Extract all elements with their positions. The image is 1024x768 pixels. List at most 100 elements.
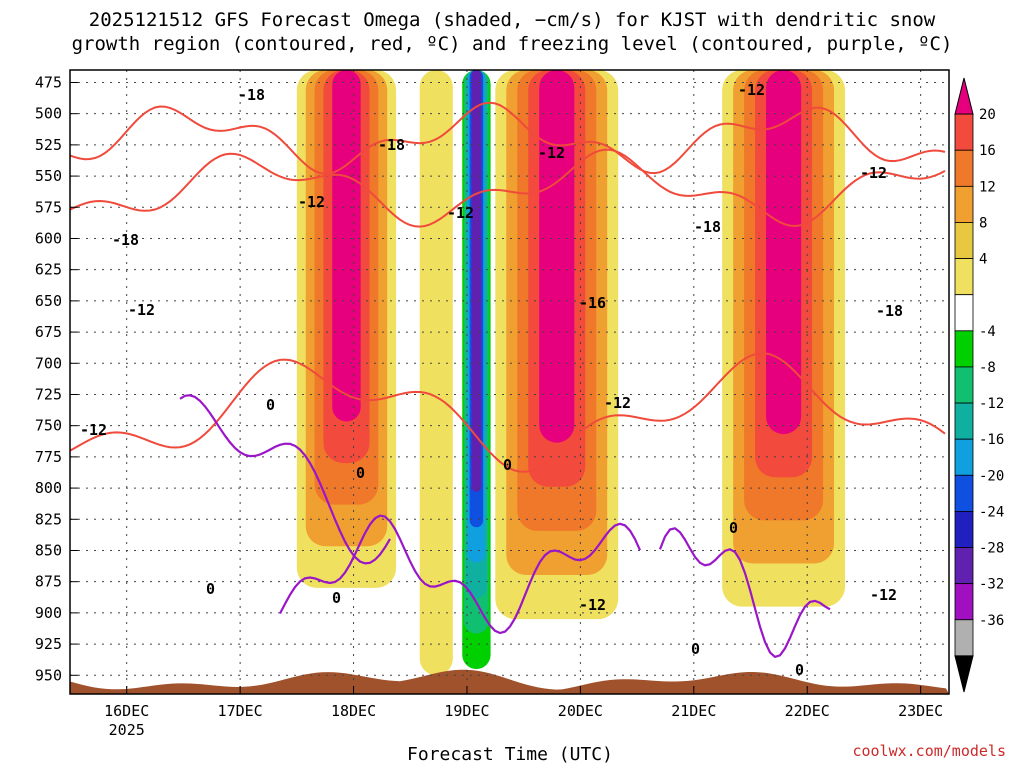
colorbar-swatch bbox=[954, 583, 974, 621]
x-tick-label: 17DEC bbox=[218, 702, 263, 720]
snow-growth-label: -12 bbox=[80, 421, 107, 439]
snow-growth-label: -18 bbox=[694, 218, 721, 236]
snow-growth-label: -18 bbox=[876, 302, 903, 320]
colorbar-swatch bbox=[954, 149, 974, 187]
snow-growth-label: -12 bbox=[579, 596, 606, 614]
freezing-level-label: 0 bbox=[206, 580, 215, 598]
downward-motion-19dec bbox=[462, 70, 491, 670]
colorbar-swatch bbox=[954, 619, 974, 657]
colorbar-swatch bbox=[954, 511, 974, 548]
colorbar-label: 8 bbox=[979, 215, 987, 231]
freezing-level-contour bbox=[279, 514, 642, 635]
colorbar-swatch bbox=[954, 402, 974, 440]
upward-motion-22dec bbox=[722, 70, 846, 607]
snow-growth-label: -12 bbox=[860, 164, 887, 182]
y-tick-label: 850 bbox=[35, 541, 62, 559]
freezing-level-label: 0 bbox=[356, 464, 365, 482]
y-tick-label: 800 bbox=[35, 479, 62, 497]
colorbar-swatch bbox=[954, 294, 974, 332]
y-tick-label: 550 bbox=[35, 167, 62, 185]
colorbar-swatch bbox=[954, 185, 974, 223]
chart-title-line-2: growth region (contoured, red, ºC) and f… bbox=[71, 33, 953, 55]
snow-growth-contour bbox=[70, 148, 946, 228]
x-tick-label: 21DEC bbox=[671, 702, 716, 720]
omega-shading bbox=[296, 70, 846, 676]
y-tick-label: 750 bbox=[35, 417, 62, 435]
x-axis-title: Forecast Time (UTC) bbox=[407, 744, 613, 765]
snow-growth-label: -12 bbox=[298, 193, 325, 211]
colorbar-cap-bottom bbox=[954, 655, 974, 693]
y-tick-label: 875 bbox=[35, 573, 62, 591]
contour-lines: -12 -18 -12 -18 -12 -18 -12 -12 -16 -12 -12 -18 -12 -… bbox=[70, 81, 946, 679]
x-tick-label: 19DEC bbox=[444, 702, 489, 720]
omega-band bbox=[332, 70, 361, 422]
colorbar-label: 12 bbox=[979, 179, 996, 195]
snow-growth-label: -12 bbox=[447, 204, 474, 222]
plot-frame bbox=[69, 69, 950, 695]
x-tick-label: 20DEC bbox=[558, 702, 603, 720]
freezing-level-label: 0 bbox=[332, 589, 341, 607]
credit-link[interactable]: coolwx.com/models bbox=[852, 742, 1006, 760]
y-axis: 475 500 525 550 575 600 625 650 675 700 725 750 775 8… bbox=[35, 73, 78, 684]
colorbar-swatch bbox=[954, 547, 974, 585]
x-tick-label: 16DEC bbox=[104, 702, 149, 720]
freezing-level-label: 0 bbox=[795, 661, 804, 679]
chart-title-line-1: 2025121512 GFS Forecast Omega (shaded, −… bbox=[88, 9, 936, 31]
terrain-layer bbox=[70, 669, 949, 694]
omega-band bbox=[473, 70, 480, 457]
freezing-level-contour bbox=[658, 527, 831, 659]
omega-band bbox=[766, 70, 802, 435]
x-tick-label: 23DEC bbox=[898, 702, 943, 720]
snow-growth-label: -16 bbox=[579, 294, 606, 312]
snow-growth-label: -12 bbox=[538, 144, 565, 162]
snow-growth-label: -18 bbox=[378, 136, 405, 154]
colorbar-label: -28 bbox=[979, 541, 1004, 557]
colorbar-label: 4 bbox=[979, 252, 987, 268]
omega-band bbox=[419, 70, 453, 676]
colorbar-label: -16 bbox=[979, 432, 1004, 448]
snow-growth-label: -18 bbox=[238, 86, 265, 104]
snow-growth-label: -18 bbox=[112, 231, 139, 249]
snow-growth-label: -12 bbox=[128, 301, 155, 319]
colorbar-label: -4 bbox=[979, 324, 996, 340]
snow-growth-contour bbox=[70, 101, 946, 175]
chart-title: 2025121512 GFS Forecast Omega (shaded, −… bbox=[0, 8, 1024, 56]
freezing-level-label: 0 bbox=[691, 640, 700, 658]
y-tick-label: 625 bbox=[35, 261, 62, 279]
freezing-level-label: 0 bbox=[503, 456, 512, 474]
colorbar-cap-top bbox=[954, 77, 974, 115]
snow-growth-label: -12 bbox=[870, 586, 897, 604]
freezing-level-label: 0 bbox=[729, 519, 738, 537]
colorbar-label: -24 bbox=[979, 504, 1004, 520]
x-tick-label: 18DEC bbox=[331, 702, 376, 720]
colorbar-label: -8 bbox=[979, 360, 996, 376]
y-tick-label: 925 bbox=[35, 635, 62, 653]
y-tick-label: 600 bbox=[35, 229, 62, 247]
upward-motion-19dec bbox=[419, 70, 453, 676]
y-tick-label: 475 bbox=[35, 73, 62, 91]
y-tick-label: 950 bbox=[35, 666, 62, 684]
colorbar-label: 16 bbox=[979, 143, 996, 159]
colorbar-swatch bbox=[954, 330, 974, 368]
colorbar-swatch bbox=[954, 113, 974, 151]
colorbar-swatch bbox=[954, 474, 974, 512]
colorbar-label: -36 bbox=[979, 613, 1004, 629]
y-tick-label: 700 bbox=[35, 354, 62, 372]
y-tick-label: 500 bbox=[35, 105, 62, 123]
snow-growth-label: -12 bbox=[604, 394, 631, 412]
y-tick-label: 825 bbox=[35, 510, 62, 528]
colorbar: 20 16 12 8 4 -4 -8 -12 -16 -20 -24 -28 -32 -36 bbox=[954, 77, 1004, 693]
colorbar-swatch bbox=[954, 222, 974, 259]
y-tick-label: 650 bbox=[35, 292, 62, 310]
colorbar-swatch bbox=[954, 438, 974, 476]
y-tick-label: 775 bbox=[35, 448, 62, 466]
y-tick-label: 900 bbox=[35, 604, 62, 622]
snow-growth-label: -12 bbox=[738, 81, 765, 99]
colorbar-label: -32 bbox=[979, 577, 1004, 593]
y-tick-label: 525 bbox=[35, 136, 62, 154]
y-tick-label: 675 bbox=[35, 323, 62, 341]
upward-motion-20dec bbox=[495, 70, 619, 620]
terrain-fill bbox=[70, 669, 949, 694]
